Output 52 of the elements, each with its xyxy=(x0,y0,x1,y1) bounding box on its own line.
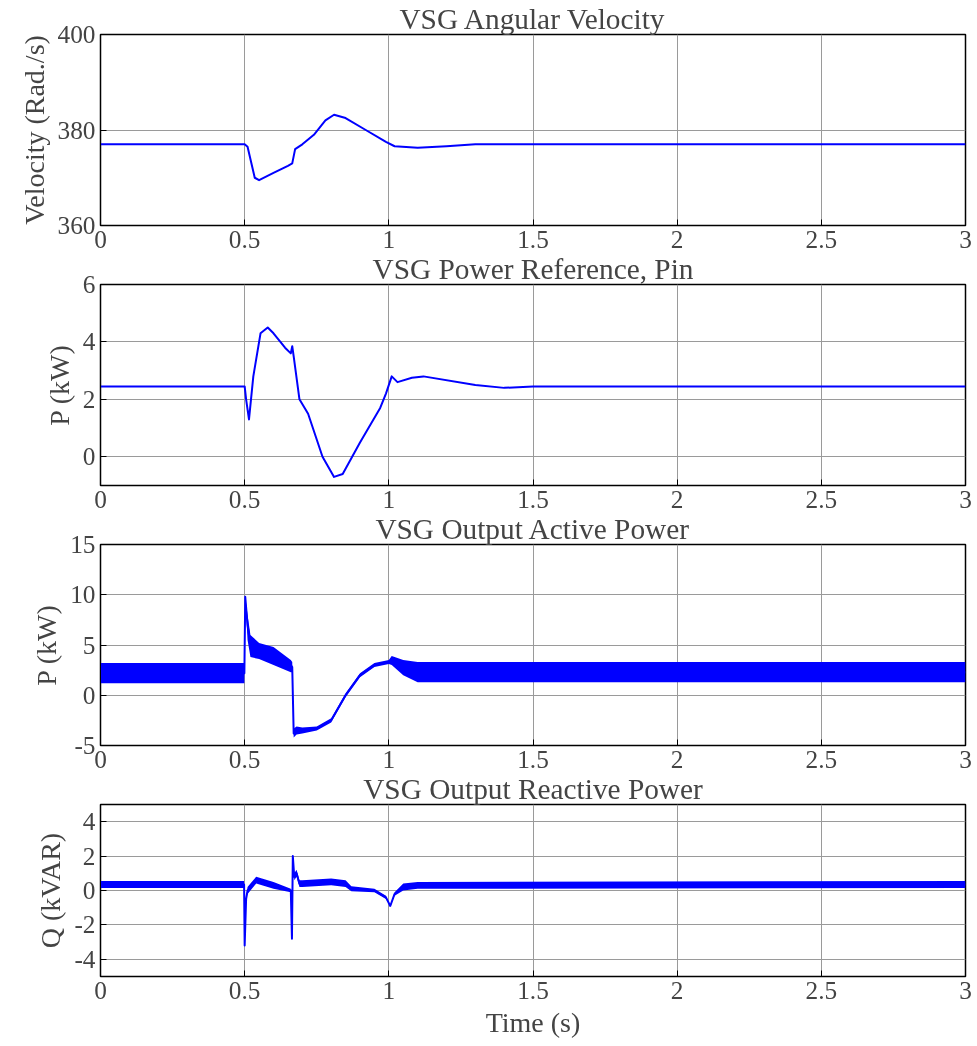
x-tick-label: 0.5 xyxy=(228,744,261,773)
y-axis-title: Velocity (Rad./s) xyxy=(18,35,50,225)
x-tick-label: 0.5 xyxy=(228,224,261,253)
x-tick-label: 1 xyxy=(382,484,396,513)
y-tick-label: 0 xyxy=(82,680,96,709)
line-series xyxy=(100,326,966,478)
y-tick-label: 15 xyxy=(70,530,96,558)
x-tick-label: 2.5 xyxy=(805,975,838,1004)
y-tick-label: 0 xyxy=(82,442,96,471)
x-tick-label: 2.5 xyxy=(805,744,838,773)
y-tick-label: 0 xyxy=(82,876,96,904)
x-tick-label: 2 xyxy=(670,224,684,253)
y-tick-label: 6 xyxy=(82,270,96,298)
chart-title: VSG Power Reference, Pin xyxy=(372,252,694,285)
y-axis-title: Q (kVAR) xyxy=(35,832,67,949)
chart-title: VSG Angular Velocity xyxy=(399,2,665,35)
x-tick-label: 1 xyxy=(382,744,396,773)
x-tick-label: 1 xyxy=(382,224,396,253)
x-tick-label: 0.5 xyxy=(228,975,261,1004)
y-tick-label: 360 xyxy=(57,211,96,239)
y-tick-label: -2 xyxy=(74,910,96,939)
y-axis-title: P (kW) xyxy=(43,345,75,426)
x-tick-label: 1.5 xyxy=(517,975,549,1004)
y-tick-label: 4 xyxy=(82,327,96,356)
x-tick-label: 1.5 xyxy=(517,744,549,773)
x-tick-label: 3 xyxy=(959,744,972,773)
x-axis-title: Time (s) xyxy=(485,1006,581,1038)
chart-title: VSG Output Reactive Power xyxy=(363,772,704,805)
x-tick-label: 3 xyxy=(959,484,972,513)
y-tick-label: 2 xyxy=(82,384,96,413)
x-tick-label: 1.5 xyxy=(517,484,549,513)
x-tick-label: 2 xyxy=(670,975,684,1004)
x-tick-label: 1.5 xyxy=(517,224,549,253)
x-tick-label: 1 xyxy=(382,975,396,1004)
y-tick-label: -5 xyxy=(74,731,96,759)
x-tick-label: 3 xyxy=(959,975,972,1004)
x-tick-label: 0.5 xyxy=(228,484,261,513)
y-tick-label: 5 xyxy=(82,630,96,659)
y-tick-label: -4 xyxy=(74,944,96,973)
chart-title: VSG Output Active Power xyxy=(375,512,690,545)
x-tick-label: 2.5 xyxy=(805,224,838,253)
x-tick-label: 2 xyxy=(670,484,684,513)
y-tick-label: 2 xyxy=(82,841,96,870)
y-tick-label: 380 xyxy=(57,115,96,144)
x-tick-label: 2.5 xyxy=(805,484,838,513)
y-tick-label: 4 xyxy=(82,807,96,836)
x-tick-label: 3 xyxy=(959,224,972,253)
y-axis-title: P (kW) xyxy=(31,605,63,686)
y-tick-label: 10 xyxy=(70,580,96,609)
x-tick-label: 2 xyxy=(670,744,684,773)
y-tick-label: 400 xyxy=(57,20,96,48)
line-series xyxy=(100,113,966,182)
